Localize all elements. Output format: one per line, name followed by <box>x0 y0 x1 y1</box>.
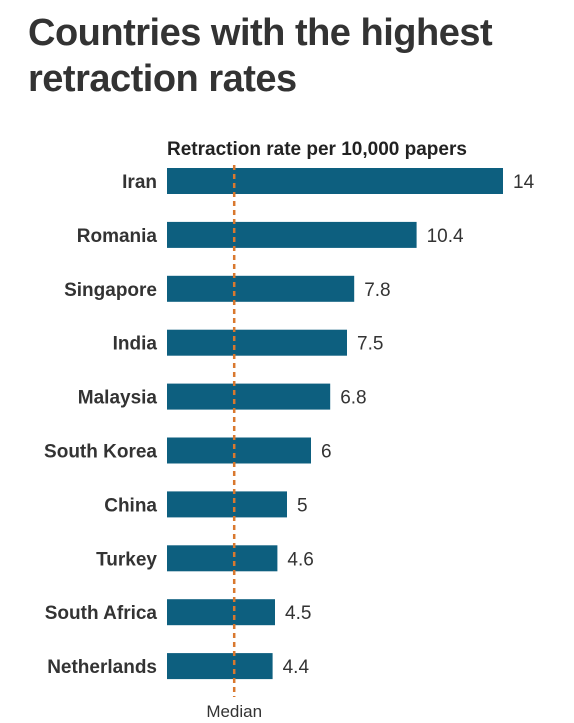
value-axis-title: Retraction rate per 10,000 papers <box>167 139 467 160</box>
value-label-iran: 14 <box>513 172 535 193</box>
bar-malaysia <box>167 383 331 410</box>
bar-china <box>167 491 287 518</box>
value-label-romania: 10.4 <box>427 226 464 247</box>
bar-south-africa <box>167 599 275 626</box>
value-label-south-korea: 6 <box>321 442 332 463</box>
value-label-south-africa: 4.5 <box>285 603 311 624</box>
category-label-romania: Romania <box>77 226 158 247</box>
bar-india <box>167 329 347 356</box>
category-label-malaysia: Malaysia <box>78 388 158 409</box>
bar-singapore <box>167 275 355 302</box>
value-label-netherlands: 4.4 <box>283 657 310 678</box>
bar-netherlands <box>167 653 273 680</box>
category-label-china: China <box>104 495 157 516</box>
value-label-malaysia: 6.8 <box>340 388 366 409</box>
bars-group: Iran 14 Romania 10.4 Singapore 7.8 India 7.5 Mal… <box>44 168 535 680</box>
category-label-south-korea: South Korea <box>44 442 157 463</box>
value-label-india: 7.5 <box>357 334 383 355</box>
median-label: Median <box>206 702 262 721</box>
chart-title: Countries with the highest retraction ra… <box>28 12 493 100</box>
value-label-singapore: 7.8 <box>364 280 390 301</box>
category-label-netherlands: Netherlands <box>47 657 157 678</box>
value-label-turkey: 4.6 <box>287 549 313 570</box>
bar-romania <box>167 221 417 248</box>
median-group: Median <box>206 165 262 721</box>
category-label-singapore: Singapore <box>64 280 157 301</box>
category-label-iran: Iran <box>122 172 157 193</box>
bar-south-korea <box>167 437 311 464</box>
value-label-china: 5 <box>297 495 308 516</box>
category-label-south-africa: South Africa <box>45 603 158 624</box>
category-label-india: India <box>113 334 158 355</box>
category-label-turkey: Turkey <box>96 549 157 570</box>
bar-iran <box>167 168 503 194</box>
bar-turkey <box>167 545 278 572</box>
